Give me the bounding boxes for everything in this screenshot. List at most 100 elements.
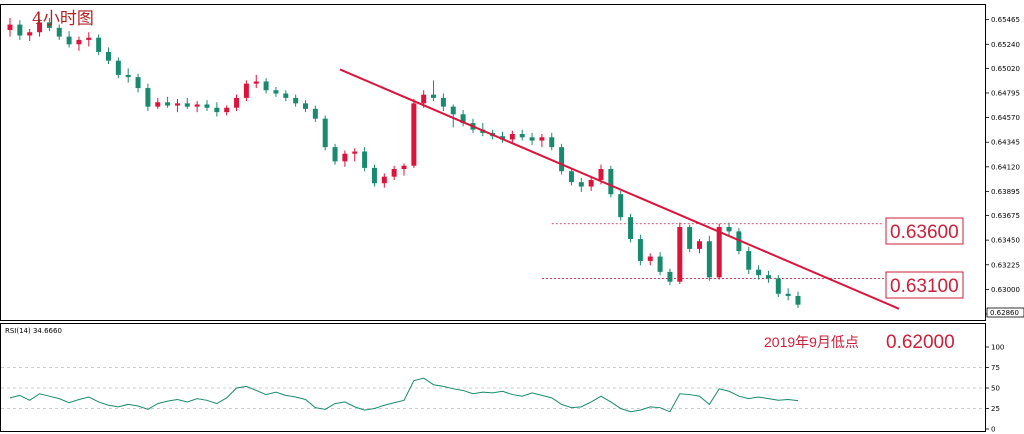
candle-body — [381, 176, 387, 184]
level-label-1: 0.63600 — [890, 222, 959, 243]
candle-body — [391, 169, 397, 177]
candle-body — [657, 256, 663, 272]
candle-body — [174, 103, 180, 106]
price-axis: 0.65465 0.65240 0.65020 0.64795 0.64570 0.643… — [985, 16, 1020, 319]
candle-body — [460, 114, 466, 124]
level-lines — [541, 223, 884, 279]
price-tick-label: 0.63675 — [991, 212, 1020, 220]
rsi-tick-label: 75 — [991, 364, 1000, 372]
candle-body — [421, 94, 427, 104]
annotation-value: 0.62000 — [886, 332, 955, 353]
candle-body — [411, 103, 417, 166]
candle-body — [716, 227, 722, 278]
candle-body — [86, 37, 92, 40]
price-tick-label: 0.63225 — [991, 261, 1020, 269]
current-price-label: 0.62860 — [990, 309, 1019, 317]
candle-body — [312, 108, 318, 119]
downtrend-line — [339, 68, 900, 310]
candle-body — [125, 74, 131, 78]
candle-body — [322, 118, 328, 148]
candle-body — [401, 165, 407, 170]
candle-body — [66, 36, 72, 45]
rsi-label: RSI(14) 34.6660 — [5, 327, 62, 335]
candle-body — [7, 24, 13, 31]
price-tick-label: 0.64120 — [991, 163, 1020, 171]
candle-body — [27, 32, 33, 36]
candle-body — [687, 227, 693, 249]
candle-body — [37, 22, 43, 33]
price-tick-label: 0.64795 — [991, 89, 1020, 97]
candle-body — [746, 251, 752, 270]
candle-body — [56, 27, 62, 37]
candle-body — [628, 217, 634, 240]
annotation-text: 2019年9月低点 — [764, 334, 859, 350]
candle-body — [145, 88, 151, 107]
chart-title: 4小时图 — [32, 9, 94, 29]
candle-body — [697, 241, 702, 249]
candle-body — [293, 97, 299, 104]
candle-body — [106, 51, 111, 61]
rsi-tick-label: 100 — [991, 344, 1004, 352]
candle-body — [529, 137, 535, 141]
price-tick-label: 0.63895 — [991, 188, 1020, 196]
rsi-series — [9, 377, 799, 413]
price-tick-label: 0.63000 — [991, 286, 1020, 294]
candle-body — [706, 241, 712, 278]
candle-body — [775, 278, 781, 294]
candle-body — [578, 182, 584, 187]
candle-body — [273, 90, 279, 94]
candle-body — [283, 93, 289, 98]
candle-body — [135, 77, 141, 89]
price-tick-label: 0.64570 — [991, 114, 1020, 122]
candle-body — [303, 103, 308, 109]
candle-body — [224, 107, 230, 113]
candle-body — [667, 271, 673, 282]
candle-body — [637, 239, 643, 261]
rsi-line — [9, 377, 799, 413]
candle-body — [795, 295, 801, 305]
candle-body — [362, 151, 368, 168]
rsi-axis: 100 75 50 25 0 — [1, 344, 1004, 434]
candle-body — [76, 39, 82, 45]
rsi-tick-label: 0 — [991, 426, 995, 434]
candle-body — [785, 293, 791, 296]
candle-body — [214, 107, 220, 113]
current-price-tag — [986, 307, 1024, 318]
level-box-2 — [885, 271, 964, 299]
price-tick-label: 0.63450 — [991, 237, 1020, 245]
price-tick-label: 0.64345 — [991, 139, 1020, 147]
candle-body — [608, 169, 614, 195]
candle-body — [115, 60, 121, 75]
candle-body — [253, 81, 259, 84]
rsi-tick-label: 25 — [991, 405, 1000, 413]
candle-body — [243, 83, 249, 98]
rsi-tick-label: 50 — [991, 385, 1000, 393]
candle-body — [194, 104, 200, 107]
candle-body — [598, 169, 604, 180]
candle-body — [263, 81, 269, 91]
price-tick-label: 0.65020 — [991, 65, 1020, 73]
level-label-2: 0.63100 — [890, 276, 959, 297]
candle-body — [332, 147, 338, 162]
level-box-1 — [885, 217, 964, 245]
candle-body — [509, 134, 515, 140]
candle-body — [234, 97, 240, 108]
candle-body — [549, 137, 555, 148]
price-pane-frame — [0, 4, 986, 321]
candle-body — [568, 171, 574, 183]
candle-body — [440, 97, 446, 107]
candle-body — [765, 275, 771, 279]
candle-body — [352, 151, 358, 154]
candle-body — [588, 179, 594, 187]
candle-body — [726, 227, 732, 232]
candle-body — [46, 22, 52, 28]
candle-body — [431, 94, 437, 98]
rsi-pane-frame — [0, 323, 986, 432]
candle-body — [756, 269, 762, 276]
candle-body — [647, 256, 653, 261]
candle-body — [184, 103, 190, 107]
candle-body — [559, 147, 565, 172]
candle-body — [677, 227, 683, 282]
candle-body — [371, 167, 377, 184]
